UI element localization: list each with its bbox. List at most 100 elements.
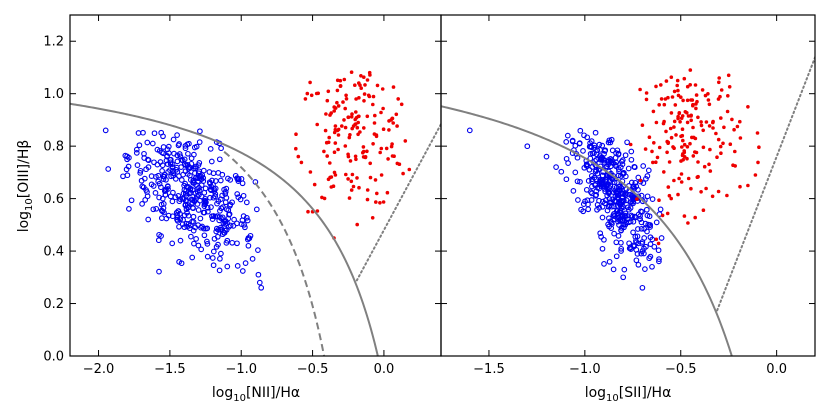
agn-point xyxy=(666,141,670,145)
star-forming-point xyxy=(138,177,145,184)
agn-point xyxy=(663,97,668,101)
star-forming-point xyxy=(255,271,262,278)
star-forming-point xyxy=(596,141,603,148)
star-forming-point xyxy=(563,155,570,162)
star-forming-point xyxy=(133,150,140,156)
star-forming-point xyxy=(221,186,227,193)
agn-point xyxy=(702,164,707,169)
agn-point xyxy=(685,84,690,89)
star-forming-point xyxy=(195,162,202,168)
agn-point xyxy=(351,184,356,189)
agn-point xyxy=(328,161,332,165)
star-forming-point xyxy=(644,173,651,179)
agn-point xyxy=(367,70,372,75)
star-forming-point xyxy=(597,230,604,237)
agn-point xyxy=(332,150,337,154)
star-forming-point xyxy=(156,148,163,154)
agn-point xyxy=(690,135,694,140)
agn-point xyxy=(755,131,760,135)
agn-point xyxy=(346,115,351,120)
star-forming-point xyxy=(125,163,132,170)
star-forming-point xyxy=(185,212,192,219)
star-forming-point xyxy=(240,192,247,199)
star-forming-point xyxy=(141,150,147,157)
star-forming-point xyxy=(253,206,260,213)
star-forming-point xyxy=(238,221,245,227)
star-forming-point xyxy=(643,206,650,213)
agn-point xyxy=(669,135,674,140)
star-forming-point xyxy=(656,258,662,265)
star-forming-point xyxy=(627,205,634,211)
agn-point xyxy=(325,98,330,103)
agn-point xyxy=(738,119,742,124)
star-forming-point xyxy=(177,196,184,202)
star-forming-point xyxy=(592,182,598,189)
star-forming-point xyxy=(165,143,172,150)
agn-point xyxy=(391,85,396,89)
agn-point xyxy=(354,110,358,114)
star-forming-point xyxy=(608,136,615,143)
star-forming-point xyxy=(158,215,165,221)
agn-point xyxy=(701,145,706,150)
left-axes-frame xyxy=(69,14,442,357)
star-forming-point xyxy=(225,175,231,182)
agn-point xyxy=(308,170,313,174)
star-forming-point xyxy=(204,204,211,211)
star-forming-point xyxy=(142,197,149,203)
star-forming-point xyxy=(620,171,627,177)
star-forming-point xyxy=(646,213,653,220)
star-forming-point xyxy=(174,216,180,223)
star-forming-point xyxy=(209,216,216,222)
star-forming-point xyxy=(217,177,224,184)
agn-point xyxy=(355,176,359,180)
star-forming-point xyxy=(163,157,170,164)
agn-point xyxy=(654,160,658,164)
agn-point xyxy=(323,128,328,133)
agn-point xyxy=(738,136,743,140)
left-demarcation-curves xyxy=(70,102,441,356)
star-forming-point xyxy=(631,164,638,171)
agn-point xyxy=(379,146,384,151)
star-forming-point xyxy=(605,158,612,165)
star-forming-point xyxy=(189,204,196,211)
star-forming-point xyxy=(189,187,196,193)
star-forming-point xyxy=(580,148,586,154)
star-forming-point xyxy=(215,198,222,204)
star-forming-point xyxy=(218,226,225,233)
star-forming-point xyxy=(619,198,626,205)
agn-point xyxy=(722,125,726,130)
star-forming-point xyxy=(212,193,219,200)
agn-point xyxy=(326,89,331,94)
agn-point xyxy=(357,185,361,190)
star-forming-point xyxy=(577,127,584,134)
star-forming-point xyxy=(188,233,194,240)
agn-point xyxy=(643,147,648,151)
agn-point xyxy=(371,102,375,107)
star-forming-point xyxy=(195,207,202,213)
agn-point xyxy=(389,118,393,122)
agn-point xyxy=(670,95,675,99)
agn-point xyxy=(378,150,383,155)
agn-point xyxy=(338,78,343,83)
agn-point xyxy=(662,170,666,174)
agn-point xyxy=(354,97,358,101)
star-forming-point xyxy=(615,172,622,179)
star-forming-point xyxy=(618,248,624,254)
agn-point xyxy=(315,122,320,127)
agn-point xyxy=(673,103,678,107)
agn-point xyxy=(362,126,366,130)
star-forming-point xyxy=(155,237,162,244)
star-forming-point xyxy=(611,203,617,210)
agn-point xyxy=(395,124,399,128)
star-forming-point xyxy=(189,254,196,261)
agn-point xyxy=(361,155,366,159)
agn-point xyxy=(715,155,719,159)
star-forming-point xyxy=(210,170,217,177)
star-forming-point xyxy=(165,186,171,192)
agn-point xyxy=(322,196,327,201)
star-forming-point xyxy=(235,178,242,184)
star-forming-point xyxy=(569,137,576,144)
y-axis-label: log10[OIII]/Hβ xyxy=(16,140,35,233)
star-forming-point xyxy=(613,163,619,170)
star-forming-point xyxy=(224,263,231,270)
